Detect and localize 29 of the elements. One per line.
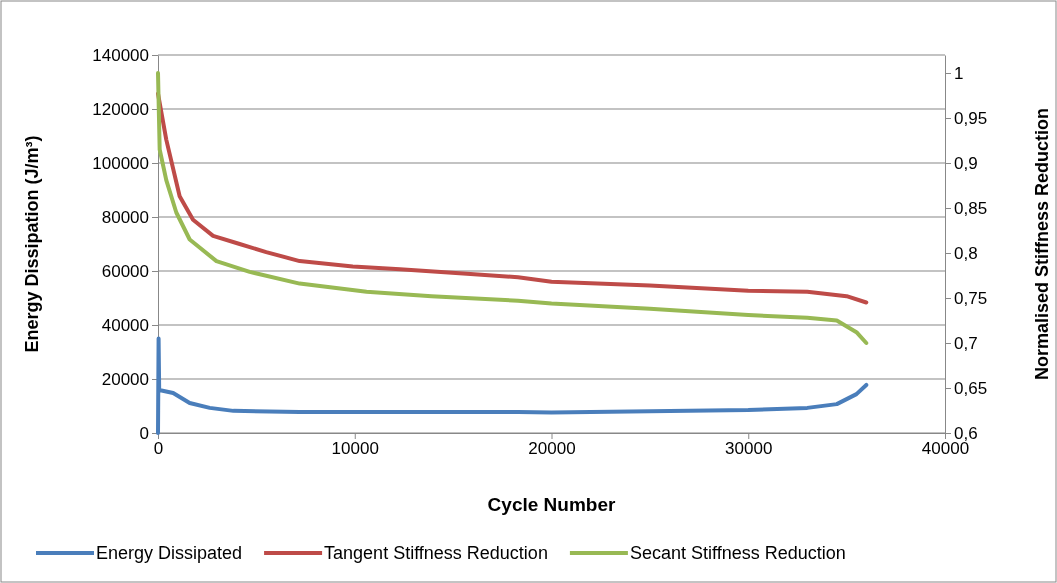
line-series bbox=[156, 336, 869, 435]
y-tick-label: 60000 bbox=[101, 261, 149, 281]
y-tick-label: 120000 bbox=[92, 99, 149, 119]
x-tick-label: 30000 bbox=[725, 439, 773, 459]
x-tick-label: 20000 bbox=[528, 439, 576, 459]
y-tick-label: 20000 bbox=[101, 369, 149, 389]
y2-tick-label: 0,7 bbox=[954, 333, 978, 353]
legend-label: Tangent Stiffness Reduction bbox=[324, 543, 548, 563]
y2-tick-label: 0,6 bbox=[954, 423, 978, 443]
y2-tick-label: 0,85 bbox=[954, 198, 988, 218]
y2-tick-label: 0,75 bbox=[954, 288, 988, 308]
y-tick-label: 40000 bbox=[101, 315, 149, 335]
line-series bbox=[156, 71, 869, 345]
y-tick-label: 100000 bbox=[92, 153, 149, 173]
y-tick-label: 80000 bbox=[101, 207, 149, 227]
legend-label: Secant Stiffness Reduction bbox=[629, 543, 846, 563]
y2-axis-title: Normalised Stiffness Reduction bbox=[1032, 107, 1052, 381]
y-axis-title: Energy Dissipation (J/m³) bbox=[22, 135, 42, 353]
y2-tick-label: 1 bbox=[954, 63, 964, 83]
y2-tick-label: 0,95 bbox=[954, 108, 988, 128]
y-tick-label: 0 bbox=[139, 423, 149, 443]
x-tick-label: 0 bbox=[153, 439, 164, 459]
y2-tick-label: 0,9 bbox=[954, 153, 978, 173]
y-tick-label: 140000 bbox=[92, 45, 149, 65]
x-tick-label: 10000 bbox=[331, 439, 379, 459]
legend-label: Energy Dissipated bbox=[96, 543, 243, 563]
y2-tick-label: 0,8 bbox=[954, 243, 978, 263]
y2-tick-label: 0,65 bbox=[954, 378, 988, 398]
x-axis-title: Cycle Number bbox=[487, 494, 616, 515]
